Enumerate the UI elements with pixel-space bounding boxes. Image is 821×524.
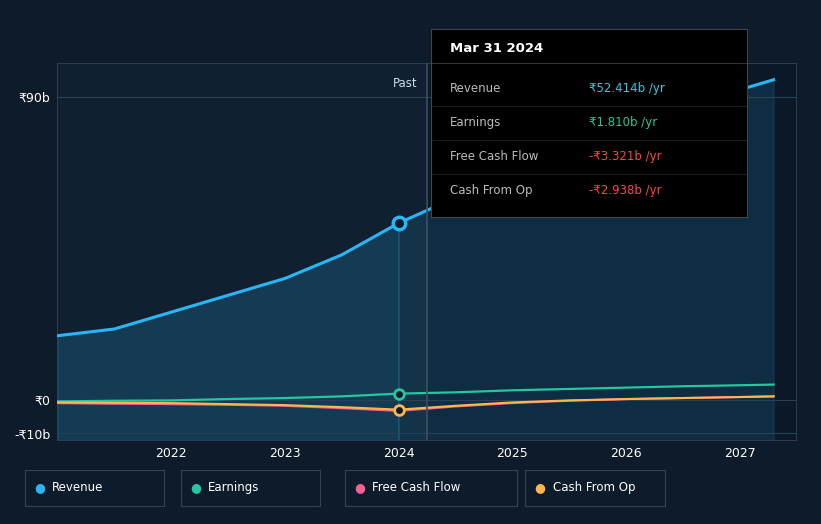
Text: Revenue: Revenue [52,481,103,494]
Text: Mar 31 2024: Mar 31 2024 [450,42,544,55]
Text: Past: Past [393,77,418,90]
Text: Revenue: Revenue [450,82,502,95]
Text: Cash From Op: Cash From Op [450,183,533,196]
Text: -₹3.321b /yr: -₹3.321b /yr [589,149,662,162]
Text: -₹2.938b /yr: -₹2.938b /yr [589,183,662,196]
Text: Earnings: Earnings [450,116,502,128]
Text: ●: ● [190,481,201,494]
Bar [57,63,427,440]
Text: Free Cash Flow: Free Cash Flow [372,481,461,494]
Text: ₹1.810b /yr: ₹1.810b /yr [589,116,658,128]
Text: ₹52.414b /yr: ₹52.414b /yr [589,82,665,95]
Text: Analysts Forecasts: Analysts Forecasts [436,77,546,90]
Text: ●: ● [34,481,45,494]
Text: ●: ● [354,481,365,494]
Text: Free Cash Flow: Free Cash Flow [450,149,539,162]
Text: Earnings: Earnings [208,481,259,494]
Text: ●: ● [534,481,546,494]
Text: Cash From Op: Cash From Op [553,481,635,494]
Bar [427,63,796,440]
